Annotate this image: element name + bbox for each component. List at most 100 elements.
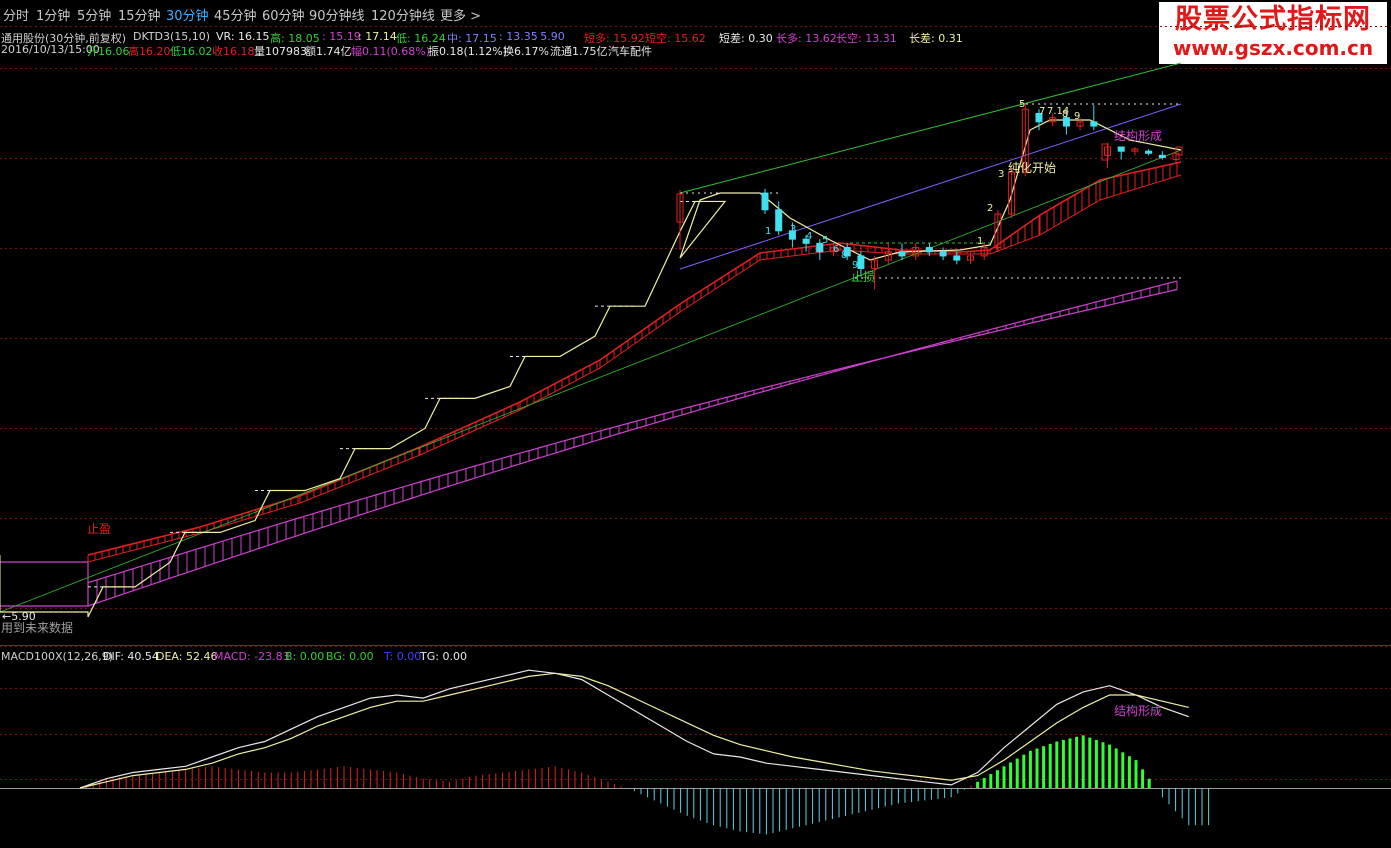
long-band-magenta xyxy=(0,280,1178,607)
macd-b: B: 0.00 xyxy=(285,650,325,663)
candles xyxy=(676,103,1183,290)
candle-body-17 xyxy=(994,213,1002,249)
candle-body-8 xyxy=(871,259,879,269)
tab-timeshare[interactable]: 分时 xyxy=(3,9,30,24)
macd-bg: BG: 0.00 xyxy=(326,650,374,663)
long-long-value: 长多: 13.62 xyxy=(776,32,837,45)
ma3-value: : 13.35 xyxy=(499,30,538,43)
quote-float: 流通1.75亿 xyxy=(550,45,608,58)
annotation-start: 止盈 xyxy=(87,522,111,536)
ma1-value: : 15.19 xyxy=(322,30,361,43)
tab-90min[interactable]: 90分钟线 xyxy=(309,9,365,24)
seq-up-2: 2 xyxy=(987,203,993,214)
trend-lines xyxy=(0,62,1182,618)
seq-up-5: 5 xyxy=(1019,99,1025,110)
seq-label-9: 9 xyxy=(852,260,858,271)
candle-body-11 xyxy=(912,247,920,257)
candle-body-9 xyxy=(884,251,892,261)
seq-label-1: 1 xyxy=(765,226,771,237)
seq-up-7: 7 xyxy=(1039,106,1045,117)
long-short-value: 长空: 13.31 xyxy=(836,32,897,45)
candle-body-19 xyxy=(1021,108,1029,173)
mid-value: 中: 17.15 xyxy=(447,32,497,45)
seq-label-4: 4 xyxy=(806,231,812,242)
stock-title: 通用股份(30分钟,前复权) xyxy=(1,32,127,45)
macd-dif: DIF: 40.54 xyxy=(103,650,159,663)
candle-body-18 xyxy=(1008,171,1016,215)
candle-late-2 xyxy=(1175,146,1183,156)
quote-amount: 额1.74亿 xyxy=(305,45,352,58)
candle-body-5 xyxy=(830,247,837,253)
tab-5min[interactable]: 5分钟 xyxy=(77,9,112,24)
quote-close: 收16.18 xyxy=(212,45,255,58)
candle-body-21 xyxy=(1049,117,1057,123)
tab-60min[interactable]: 60分钟 xyxy=(262,9,305,24)
channel-mid-line xyxy=(679,103,1182,270)
tab-45min[interactable]: 45分钟 xyxy=(214,9,257,24)
seq-up-1: 1 xyxy=(977,236,983,247)
macd-tg: TG: 0.00 xyxy=(420,650,467,663)
indicator-name: DKTD3(15,10) xyxy=(133,30,211,43)
more-menu-button[interactable]: 更多 > xyxy=(440,9,482,24)
step-price-line xyxy=(0,119,1182,618)
quote-high: 高16.20 xyxy=(128,45,171,58)
macd-structure-label: 结构形成 xyxy=(1114,703,1162,718)
short-band-red xyxy=(87,161,1182,563)
seq-label-5: 5 xyxy=(822,235,828,246)
future-data-label: 用到未来数据 xyxy=(1,620,73,635)
candle-body-13 xyxy=(939,251,947,257)
grid-lines xyxy=(0,26,1391,789)
candle-body-24 xyxy=(1090,121,1098,127)
tab-120min[interactable]: 120分钟线 xyxy=(371,9,435,24)
macd-dif-line xyxy=(79,669,1189,789)
seq-label-3: 3 xyxy=(790,224,796,235)
ma2-value: : 17.14 xyxy=(358,30,397,43)
short-diff-value: 短差: 0.30 xyxy=(719,32,773,45)
annotation-purify: 纯化开始 xyxy=(1008,161,1056,175)
tab-30min[interactable]: 30分钟 xyxy=(166,9,209,24)
macd-panel xyxy=(79,669,1210,835)
long-band-start-box xyxy=(0,561,89,607)
candle-body-1 xyxy=(775,209,783,232)
long-band-lower-edge xyxy=(87,280,1178,607)
candle-body-14 xyxy=(953,255,961,261)
long-diff-value: 长差: 0.31 xyxy=(909,32,963,45)
macd-dea-line xyxy=(79,672,1189,789)
quote-low: 低16.02 xyxy=(170,45,213,58)
vr-value: VR: 16.15 xyxy=(216,30,270,43)
candle-body-10 xyxy=(898,251,906,257)
tab-15min[interactable]: 15分钟 xyxy=(118,9,161,24)
watermark-url: www.gszx.com.cn xyxy=(1172,36,1374,60)
candle-body-2 xyxy=(788,230,796,240)
seq-label-8: 8 xyxy=(841,250,847,261)
ma4-value: : 5.90 xyxy=(533,30,565,43)
annotation-structure: 结构形成 xyxy=(1114,128,1162,143)
short-band-lower-edge xyxy=(87,174,1182,563)
seq-label-6: 6 xyxy=(833,244,839,255)
low-price-label: ←5.90 xyxy=(2,610,36,623)
candle-body-27 xyxy=(1131,148,1139,152)
short-long-value: 短多: 15.92 xyxy=(584,32,645,45)
watermark-logo: 股票公式指标网 www.gszx.com.cn xyxy=(1159,2,1387,64)
annotation-stoploss: 止损 xyxy=(851,270,875,284)
short-short-value: 短空: 15.62 xyxy=(645,32,706,45)
macd-dea: DEA: 52.46 xyxy=(156,650,218,663)
long-band-upper-edge xyxy=(87,288,1178,584)
candle-body-3 xyxy=(802,238,810,244)
candle-body-6 xyxy=(843,247,851,257)
watermark-title: 股票公式指标网 xyxy=(1175,4,1371,35)
macd-value: MACD: -23.83 xyxy=(214,650,290,663)
macd-t: T: 0.00 xyxy=(384,650,422,663)
quote-sector: 汽车配件 xyxy=(608,45,652,58)
tab-1min[interactable]: 1分钟 xyxy=(36,9,71,24)
quote-change: 幅0.11(0.68%) xyxy=(351,45,431,58)
low-value: 低: 16.24 xyxy=(396,32,446,45)
quote-datetime: 2016/10/13/15:00 xyxy=(1,43,100,56)
short-band-upper-edge xyxy=(87,161,1182,556)
candle-body-15 xyxy=(967,255,974,261)
seq-label-2: 2 xyxy=(777,214,783,225)
macd-name: MACD100X(12,26,9) xyxy=(1,650,114,663)
high-value: 高: 18.05 xyxy=(270,32,320,45)
candle-late-1 xyxy=(1101,143,1109,161)
